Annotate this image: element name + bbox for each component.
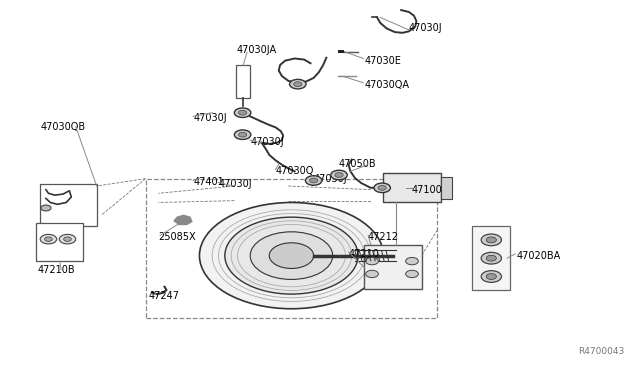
Circle shape — [234, 130, 251, 140]
Text: 47030J: 47030J — [314, 174, 348, 184]
Circle shape — [200, 202, 383, 309]
Text: 47401: 47401 — [193, 177, 224, 187]
Circle shape — [234, 108, 251, 118]
Bar — [364, 245, 422, 289]
Text: 47050B: 47050B — [339, 159, 377, 169]
Bar — [338, 50, 344, 53]
Bar — [383, 173, 440, 202]
Circle shape — [331, 170, 348, 180]
Circle shape — [486, 273, 497, 279]
Circle shape — [481, 271, 502, 282]
Circle shape — [310, 178, 318, 183]
Circle shape — [60, 234, 76, 244]
Circle shape — [40, 234, 57, 244]
Text: 47030QA: 47030QA — [364, 80, 410, 90]
Circle shape — [365, 257, 378, 265]
Text: 25085X: 25085X — [158, 232, 196, 242]
Circle shape — [481, 234, 502, 246]
Text: 47030QB: 47030QB — [41, 122, 86, 132]
Circle shape — [239, 132, 247, 137]
Bar — [145, 179, 437, 318]
Bar — [36, 223, 83, 261]
Circle shape — [305, 176, 322, 185]
Circle shape — [486, 255, 497, 261]
Circle shape — [335, 173, 343, 177]
Bar — [236, 65, 250, 98]
Circle shape — [269, 243, 314, 269]
Text: 47030J: 47030J — [193, 113, 227, 123]
Text: 47030JA: 47030JA — [236, 45, 276, 55]
Circle shape — [41, 205, 51, 211]
Text: 47030E: 47030E — [364, 57, 401, 67]
Bar — [440, 177, 452, 199]
Text: R4700043: R4700043 — [579, 347, 625, 356]
Circle shape — [64, 237, 71, 241]
Text: 47020BA: 47020BA — [516, 251, 561, 261]
Text: 47030J: 47030J — [218, 179, 252, 189]
Circle shape — [239, 110, 247, 115]
Circle shape — [486, 237, 497, 243]
Bar — [40, 184, 97, 226]
Circle shape — [294, 82, 302, 87]
Circle shape — [45, 237, 52, 241]
Text: 47030J: 47030J — [250, 137, 284, 147]
Text: 47212: 47212 — [367, 232, 399, 242]
Bar — [472, 226, 510, 291]
Text: 47100: 47100 — [412, 185, 443, 195]
Circle shape — [406, 270, 419, 278]
Text: 47210: 47210 — [349, 249, 380, 259]
Polygon shape — [174, 215, 192, 224]
Circle shape — [406, 257, 419, 265]
Circle shape — [374, 183, 390, 193]
Circle shape — [225, 217, 358, 294]
Text: 47247: 47247 — [148, 291, 180, 301]
Circle shape — [481, 252, 502, 264]
Text: 47210B: 47210B — [38, 265, 76, 275]
Circle shape — [289, 79, 306, 89]
Text: 47030Q: 47030Q — [276, 166, 314, 176]
Text: 47030J: 47030J — [409, 23, 442, 33]
Circle shape — [365, 270, 378, 278]
Circle shape — [250, 232, 333, 279]
Circle shape — [378, 186, 387, 190]
